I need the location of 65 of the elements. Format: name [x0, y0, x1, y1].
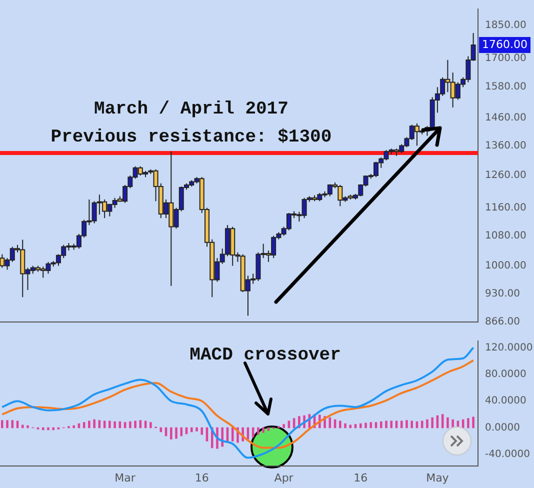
y-tick-label: 40.0000 [485, 396, 526, 407]
y-tick-label: 1850.00 [485, 20, 526, 32]
bar [410, 420, 413, 428]
y-tick-label: 80.0000 [485, 368, 526, 380]
y-tick-label: 1000.00 [485, 260, 526, 272]
x-tick-label: 16 [194, 471, 209, 484]
bar [472, 416, 474, 428]
bar [339, 420, 342, 428]
bar [200, 427, 203, 435]
y-tick-label: -40.0000 [485, 449, 530, 460]
y-tick-label: 1460.00 [485, 112, 526, 124]
bar [426, 419, 428, 428]
bar [446, 417, 449, 428]
bar [364, 422, 367, 428]
y-tick-label: 1580.00 [485, 82, 526, 93]
x-tick-label: Mar [114, 471, 136, 484]
y-tick-label: 120.0000 [485, 342, 533, 354]
bar [129, 421, 132, 428]
x-tick-label: Apr [274, 471, 294, 484]
bar [47, 427, 50, 430]
bar [6, 420, 8, 428]
annotation: March / April 2017 [94, 100, 288, 120]
bar [267, 427, 270, 431]
y-tick-label: 930.00 [485, 288, 520, 300]
y-tick-label: 1700.00 [485, 53, 526, 64]
bar [150, 422, 152, 428]
bar [52, 427, 54, 430]
bar [72, 425, 75, 428]
bar [467, 418, 470, 428]
text: 1760.00 [482, 38, 528, 51]
bar [406, 420, 408, 428]
bar [114, 421, 116, 428]
bar [385, 420, 388, 428]
y-tick-label: 1080.00 [485, 230, 526, 242]
bar [190, 427, 193, 432]
y-tick-label: 1260.00 [485, 170, 526, 182]
x-tick-label: 16 [354, 471, 368, 484]
y-tick-label: 866.00 [485, 316, 520, 328]
bar [370, 422, 372, 428]
bar [170, 427, 172, 440]
bar [108, 420, 111, 428]
bar [134, 420, 136, 428]
bar [390, 420, 392, 428]
bar [26, 425, 29, 428]
bar [262, 427, 264, 433]
bar [452, 419, 454, 428]
bar [1, 420, 4, 428]
bar [93, 419, 96, 428]
annotation: MACD crossover [190, 346, 341, 366]
line-series [1, 359, 474, 449]
bar [88, 420, 90, 428]
line-series [1, 346, 474, 459]
bar [282, 424, 285, 428]
bar [344, 423, 346, 428]
bar [431, 417, 434, 428]
bar [196, 427, 198, 432]
x-tick-label: May [426, 471, 450, 484]
bar [360, 423, 362, 428]
bar [257, 427, 260, 435]
y-tick-label: 1160.00 [485, 202, 526, 214]
bar [11, 420, 14, 428]
y-tick-label: 0.0000 [485, 422, 520, 434]
y-tick-label: 1360.00 [485, 140, 526, 152]
bar [175, 427, 178, 439]
annotation: Previous resistance: $1300 [50, 128, 332, 148]
